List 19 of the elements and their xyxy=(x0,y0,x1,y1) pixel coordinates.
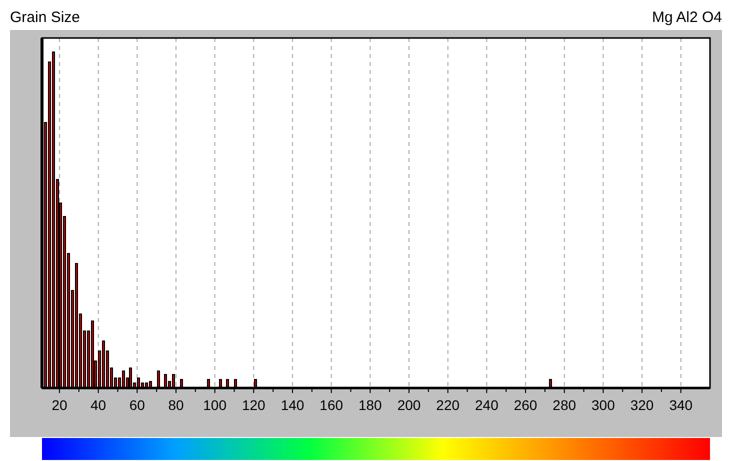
chart-subtitle: Mg Al2 O4 xyxy=(652,9,722,26)
x-tick-label: 200 xyxy=(397,397,421,413)
x-tick-label: 300 xyxy=(592,397,616,413)
x-tick-label: 120 xyxy=(242,397,266,413)
x-tick-label: 340 xyxy=(669,397,693,413)
x-tick-label: 100 xyxy=(203,397,227,413)
x-tick-label: 160 xyxy=(320,397,344,413)
x-tick-label: 80 xyxy=(168,397,184,413)
x-tick-label: 240 xyxy=(475,397,499,413)
x-tick-label: 20 xyxy=(52,397,68,413)
x-tick-label: 60 xyxy=(129,397,146,413)
x-tick-label: 260 xyxy=(514,397,538,413)
x-tick-label: 280 xyxy=(552,397,576,413)
x-tick-label: 180 xyxy=(358,397,382,413)
chart-title: Grain Size xyxy=(10,9,80,26)
x-tick-label: 320 xyxy=(630,397,654,413)
x-tick-label: 220 xyxy=(436,397,460,413)
x-tick-label: 140 xyxy=(280,397,304,413)
x-tick-label: 40 xyxy=(90,397,106,413)
